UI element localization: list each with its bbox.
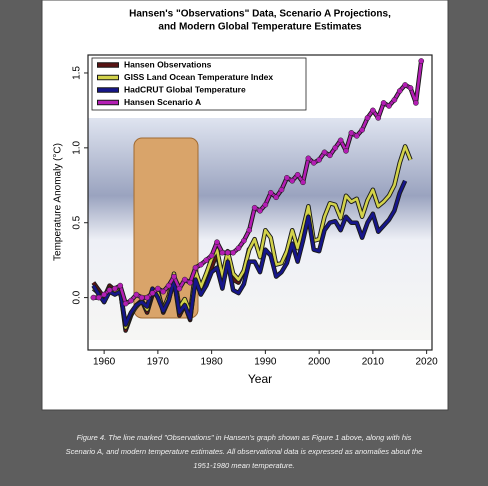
series-marker xyxy=(359,127,365,133)
x-axis-label: Year xyxy=(248,372,272,386)
series-marker xyxy=(257,207,263,214)
series-marker xyxy=(396,88,403,94)
series-marker xyxy=(343,147,349,154)
series-marker xyxy=(171,273,177,280)
series-marker xyxy=(144,294,150,301)
series-marker xyxy=(413,100,419,106)
series-marker xyxy=(370,107,376,114)
series-marker xyxy=(181,276,188,283)
series-marker xyxy=(327,152,333,159)
series-marker xyxy=(155,285,161,292)
series-marker xyxy=(165,282,172,289)
y-axis-label: Temperature Anomaly (°C) xyxy=(53,143,64,261)
x-tick-label: 1990 xyxy=(254,357,277,368)
series-marker xyxy=(386,103,392,109)
series-marker xyxy=(289,177,296,184)
series-marker xyxy=(214,239,220,246)
legend-label: Hansen Scenario A xyxy=(124,97,201,107)
legend-label: GISS Land Ocean Temperature Index xyxy=(124,72,273,82)
series-marker xyxy=(407,85,414,91)
series-marker xyxy=(117,282,124,289)
series-marker xyxy=(149,290,156,296)
series-marker xyxy=(128,297,134,304)
x-tick-label: 2020 xyxy=(416,357,439,368)
series-marker xyxy=(267,189,274,196)
caption: Figure 4. The line marked "Observations"… xyxy=(66,433,423,470)
series-marker xyxy=(337,137,344,144)
series-marker xyxy=(90,294,97,301)
series-marker xyxy=(235,245,242,252)
series-marker xyxy=(305,155,312,162)
series-line xyxy=(92,180,407,326)
series-marker xyxy=(187,279,193,286)
series-marker xyxy=(106,287,113,293)
series-marker xyxy=(402,82,408,88)
series-marker xyxy=(192,264,199,271)
series-marker xyxy=(278,186,285,193)
x-tick-label: 2010 xyxy=(362,357,385,368)
series-marker xyxy=(230,249,236,256)
series-marker xyxy=(198,261,204,268)
x-tick-label: 1960 xyxy=(93,357,116,368)
chart-title: and Modern Global Temperature Estimates xyxy=(158,22,362,33)
series-marker xyxy=(219,249,226,256)
series-marker xyxy=(95,294,102,301)
series-marker xyxy=(273,194,279,201)
series-marker xyxy=(208,252,215,259)
y-tick-label: 1.0 xyxy=(72,140,83,154)
series-marker xyxy=(138,294,145,301)
series-marker xyxy=(364,115,371,121)
series-marker xyxy=(224,249,231,256)
series-marker xyxy=(133,291,140,298)
plot-frame xyxy=(87,54,433,351)
series-marker xyxy=(176,285,183,292)
legend-box xyxy=(91,57,307,111)
series-marker xyxy=(348,130,355,136)
caption-line: Scenario A, and modern temperature estim… xyxy=(66,447,423,456)
series-marker xyxy=(101,291,107,298)
series-marker xyxy=(380,100,387,106)
thermometer-photo xyxy=(133,137,199,319)
series-marker xyxy=(262,201,269,208)
series-marker xyxy=(300,179,306,186)
y-tick-label: 0.5 xyxy=(72,215,83,229)
series-marker xyxy=(316,156,322,163)
caption-line: 1951-1980 mean temperature. xyxy=(193,461,294,470)
series-marker xyxy=(375,115,382,121)
series-marker xyxy=(112,285,118,292)
series-marker xyxy=(284,174,290,181)
series-marker xyxy=(310,159,317,166)
series-marker xyxy=(391,97,398,103)
series-marker xyxy=(353,133,360,139)
y-tick-label: 1.5 xyxy=(72,66,83,80)
series-marker xyxy=(160,288,167,295)
series-marker xyxy=(251,204,258,211)
series-marker xyxy=(122,300,129,307)
series-marker xyxy=(321,149,328,156)
y-tick-label: 0.0 xyxy=(72,290,83,304)
series-marker xyxy=(294,171,301,178)
x-tick-label: 2000 xyxy=(308,357,331,368)
chart-title: Hansen's "Observations" Data, Scenario A… xyxy=(129,9,391,20)
legend-label: Hansen Observations xyxy=(124,59,212,69)
series-marker xyxy=(246,227,253,234)
x-tick-label: 1970 xyxy=(147,357,170,368)
series-marker xyxy=(332,144,339,151)
series-marker xyxy=(241,237,247,244)
legend-label: HadCRUT Global Temperature xyxy=(124,84,246,94)
series-marker xyxy=(418,58,425,64)
series-marker xyxy=(203,257,210,264)
caption-line: Figure 4. The line marked "Observations"… xyxy=(77,433,412,442)
legend: Hansen Observations GISS Land Ocean Tempe… xyxy=(91,57,307,111)
x-tick-label: 1980 xyxy=(201,357,224,368)
